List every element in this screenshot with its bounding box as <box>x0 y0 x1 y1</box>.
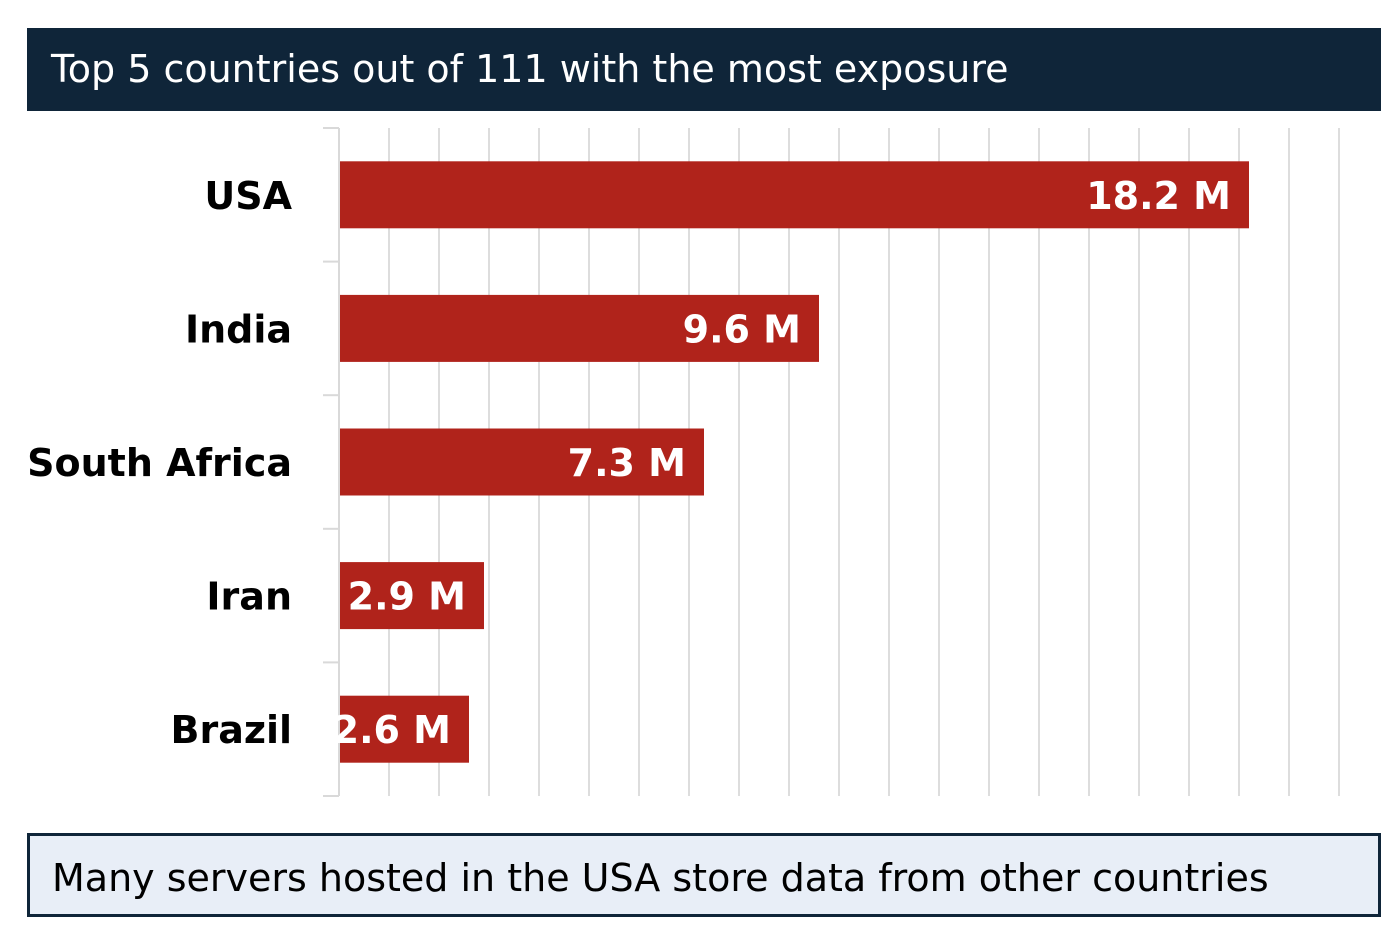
bar-brazil <box>340 695 469 763</box>
data-label: 2.9 M <box>348 575 466 619</box>
title-bar: Top 5 countries out of 111 with the most… <box>27 28 1381 111</box>
bars <box>340 161 1249 763</box>
bar-iran <box>340 562 484 630</box>
chart-title: Top 5 countries out of 111 with the most… <box>51 47 1009 91</box>
data-label: 18.2 M <box>1086 174 1231 218</box>
category-label: Brazil <box>170 708 292 752</box>
category-label: India <box>185 307 292 351</box>
data-label: 2.6 M <box>333 708 451 752</box>
labels: USA 18.2 M India 9.6 M South Africa 7.3 M Iran… <box>27 174 1231 752</box>
callout-text: Many servers hosted in the USA store dat… <box>52 856 1269 900</box>
bar-south-africa <box>340 428 704 496</box>
callout-box: Many servers hosted in the USA store dat… <box>27 833 1381 917</box>
bar-usa <box>340 161 1249 229</box>
category-label: USA <box>204 174 292 218</box>
category-label: Iran <box>206 575 292 619</box>
data-label: 9.6 M <box>683 307 801 351</box>
bar-india <box>340 294 819 362</box>
data-label: 7.3 M <box>568 441 686 485</box>
category-label: South Africa <box>27 441 292 485</box>
